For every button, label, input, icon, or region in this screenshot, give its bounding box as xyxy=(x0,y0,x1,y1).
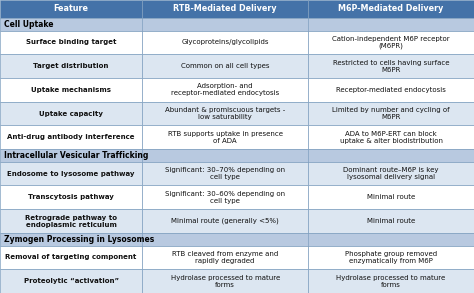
Text: Glycoproteins/glycolipids: Glycoproteins/glycolipids xyxy=(182,40,269,45)
Text: RTB cleaved from enzyme and
rapidly degraded: RTB cleaved from enzyme and rapidly degr… xyxy=(172,251,278,264)
Bar xyxy=(0,30,142,54)
Text: Minimal route (generally <5%): Minimal route (generally <5%) xyxy=(171,218,279,224)
Text: Hydrolase processed to mature
forms: Hydrolase processed to mature forms xyxy=(171,275,280,288)
Bar xyxy=(0,54,142,78)
Bar xyxy=(0,0,142,18)
Text: Minimal route: Minimal route xyxy=(367,194,415,200)
Bar xyxy=(0,185,142,209)
Text: Intracellular Vesicular Trafficking: Intracellular Vesicular Trafficking xyxy=(4,151,148,160)
Bar xyxy=(308,162,474,185)
Bar xyxy=(0,125,142,149)
Bar xyxy=(308,78,474,102)
Bar xyxy=(142,30,308,54)
Text: Hydrolase processed to mature
forms: Hydrolase processed to mature forms xyxy=(337,275,446,288)
Text: Transcytosis pathway: Transcytosis pathway xyxy=(28,194,114,200)
Text: RTB supports uptake in presence
of ADA: RTB supports uptake in presence of ADA xyxy=(168,131,283,144)
Text: Restricted to cells having surface
M6PR: Restricted to cells having surface M6PR xyxy=(333,60,449,73)
Bar xyxy=(142,269,308,293)
Text: Removal of targeting component: Removal of targeting component xyxy=(5,254,137,260)
Text: Target distribution: Target distribution xyxy=(33,63,109,69)
Text: Surface binding target: Surface binding target xyxy=(26,40,116,45)
Bar xyxy=(0,18,474,30)
Bar xyxy=(0,269,142,293)
Bar xyxy=(308,269,474,293)
Text: Retrograde pathway to
endoplasmic reticulum: Retrograde pathway to endoplasmic reticu… xyxy=(25,214,117,228)
Bar xyxy=(0,233,474,246)
Text: M6P-Mediated Delivery: M6P-Mediated Delivery xyxy=(338,4,444,13)
Bar xyxy=(142,125,308,149)
Text: Significant: 30–70% depending on
cell type: Significant: 30–70% depending on cell ty… xyxy=(165,167,285,180)
Text: Adsorption- and
receptor-mediated endocytosis: Adsorption- and receptor-mediated endocy… xyxy=(171,83,279,96)
Bar xyxy=(142,209,308,233)
Text: Receptor-mediated endocytosis: Receptor-mediated endocytosis xyxy=(336,87,446,93)
Text: Uptake mechanisms: Uptake mechanisms xyxy=(31,87,111,93)
Bar xyxy=(308,246,474,269)
Text: Zymogen Processing in Lysosomes: Zymogen Processing in Lysosomes xyxy=(4,235,154,244)
Bar xyxy=(142,162,308,185)
Text: Common on all cell types: Common on all cell types xyxy=(181,63,269,69)
Bar xyxy=(308,102,474,125)
Text: Uptake capacity: Uptake capacity xyxy=(39,110,103,117)
Bar xyxy=(0,78,142,102)
Bar xyxy=(0,209,142,233)
Text: Phosphate group removed
enzymatically from M6P: Phosphate group removed enzymatically fr… xyxy=(345,251,437,264)
Bar xyxy=(142,185,308,209)
Text: Abundant & promiscuous targets -
low saturability: Abundant & promiscuous targets - low sat… xyxy=(165,107,285,120)
Bar xyxy=(0,102,142,125)
Bar xyxy=(308,30,474,54)
Text: Anti-drug antibody interference: Anti-drug antibody interference xyxy=(8,134,135,140)
Text: Dominant route–M6P is key
lysosomal delivery signal: Dominant route–M6P is key lysosomal deli… xyxy=(343,167,439,180)
Bar xyxy=(142,78,308,102)
Text: Proteolytic “activation”: Proteolytic “activation” xyxy=(24,278,119,284)
Text: RTB-Mediated Delivery: RTB-Mediated Delivery xyxy=(173,4,277,13)
Bar xyxy=(308,185,474,209)
Bar xyxy=(142,54,308,78)
Bar xyxy=(308,0,474,18)
Text: ADA to M6P-ERT can block
uptake & alter biodistribution: ADA to M6P-ERT can block uptake & alter … xyxy=(339,131,443,144)
Bar xyxy=(142,246,308,269)
Bar xyxy=(142,102,308,125)
Text: Feature: Feature xyxy=(54,4,89,13)
Text: Endosome to lysosome pathway: Endosome to lysosome pathway xyxy=(8,171,135,177)
Text: Minimal route: Minimal route xyxy=(367,218,415,224)
Bar xyxy=(308,125,474,149)
Bar xyxy=(308,209,474,233)
Bar xyxy=(0,246,142,269)
Bar xyxy=(0,149,474,162)
Text: Limited by number and cycling of
M6PR: Limited by number and cycling of M6PR xyxy=(332,107,450,120)
Bar xyxy=(142,0,308,18)
Text: Significant: 30–60% depending on
cell type: Significant: 30–60% depending on cell ty… xyxy=(165,191,285,204)
Text: Cation-independent M6P receptor
(M6PR): Cation-independent M6P receptor (M6PR) xyxy=(332,36,450,49)
Bar xyxy=(0,162,142,185)
Bar xyxy=(308,54,474,78)
Text: Cell Uptake: Cell Uptake xyxy=(4,20,53,29)
